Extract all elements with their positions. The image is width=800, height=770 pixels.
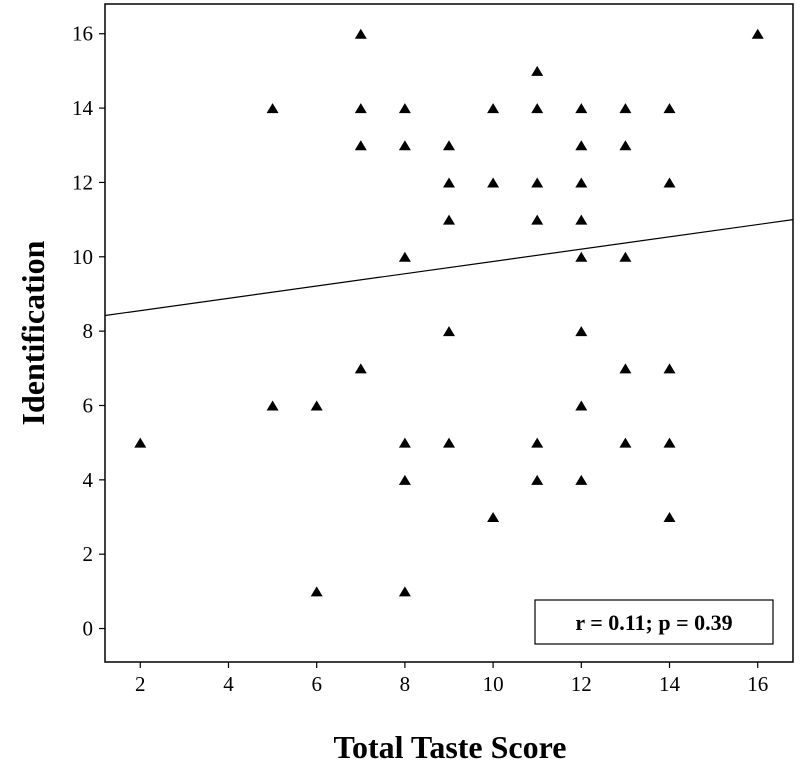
data-point-triangle — [398, 437, 411, 448]
y-tick-label: 10 — [72, 245, 93, 269]
data-point-triangle — [751, 28, 764, 39]
data-point-triangle — [575, 326, 588, 337]
y-tick-label: 8 — [83, 319, 94, 343]
data-point-triangle — [398, 251, 411, 262]
regression-line — [104, 219, 794, 317]
x-axis-title: Total Taste Score — [334, 729, 567, 765]
data-point-triangle — [575, 474, 588, 485]
data-point-triangle — [531, 177, 544, 188]
annotation-text: r = 0.11; p = 0.39 — [575, 610, 732, 635]
data-point-triangle — [443, 437, 455, 448]
data-point-triangle — [354, 363, 367, 374]
y-tick-label: 6 — [83, 393, 94, 417]
data-point-triangle — [663, 512, 676, 523]
data-point-triangle — [487, 177, 500, 188]
data-point-triangle — [619, 103, 632, 114]
data-point-triangle — [663, 363, 676, 374]
data-point-triangle — [398, 103, 411, 114]
x-tick-label: 14 — [659, 672, 681, 696]
stats-annotation: r = 0.11; p = 0.39 — [534, 599, 774, 645]
data-point-triangle — [531, 103, 544, 114]
data-point-triangle — [619, 140, 632, 151]
y-tick-label: 0 — [83, 617, 94, 641]
y-tick-label: 16 — [72, 22, 93, 46]
data-point-triangle — [663, 437, 676, 448]
y-tick-label: 14 — [72, 96, 94, 120]
y-tick-label: 12 — [72, 170, 93, 194]
x-tick-label: 2 — [135, 672, 146, 696]
data-point-triangle — [531, 474, 544, 485]
data-point-triangle — [619, 437, 632, 448]
data-point-triangle — [266, 103, 279, 114]
data-point-triangle — [619, 363, 632, 374]
data-point-triangle — [443, 326, 455, 337]
data-point-triangle — [663, 103, 676, 114]
data-point-triangle — [575, 214, 588, 225]
x-tick-label: 8 — [400, 672, 411, 696]
data-point-triangle — [310, 400, 323, 411]
x-axis: 2 4 6 8 10 12 14 16 — [135, 662, 768, 696]
x-tick-label: 4 — [223, 672, 234, 696]
data-point-triangle — [531, 437, 544, 448]
data-point-triangle — [619, 251, 632, 262]
data-point-triangle — [354, 140, 367, 151]
data-point-triangle — [487, 103, 500, 114]
data-point-triangle — [443, 140, 455, 151]
data-point-triangle — [575, 103, 588, 114]
x-tick-label: 12 — [571, 672, 592, 696]
data-point-triangle — [575, 251, 588, 262]
data-point-triangle — [134, 437, 147, 448]
data-point-triangle — [575, 140, 588, 151]
data-point-triangle — [531, 65, 544, 76]
data-point-triangle — [266, 400, 279, 411]
data-points — [134, 28, 764, 597]
data-point-triangle — [443, 177, 455, 188]
data-point-triangle — [663, 177, 676, 188]
x-tick-label: 10 — [483, 672, 504, 696]
x-tick-label: 16 — [747, 672, 768, 696]
y-axis-title: Identification — [15, 240, 51, 425]
data-point-triangle — [354, 28, 367, 39]
annotation-box — [534, 599, 774, 645]
x-tick-label: 6 — [311, 672, 322, 696]
y-tick-label: 4 — [83, 468, 94, 492]
data-point-triangle — [398, 474, 411, 485]
data-point-triangle — [531, 214, 544, 225]
data-point-triangle — [398, 586, 411, 597]
data-point-triangle — [575, 177, 588, 188]
data-point-triangle — [398, 140, 411, 151]
data-point-triangle — [354, 103, 367, 114]
data-point-triangle — [310, 586, 323, 597]
y-axis: 0 2 4 6 8 10 12 14 16 — [72, 22, 105, 641]
data-point-triangle — [487, 512, 500, 523]
data-point-triangle — [443, 214, 455, 225]
data-point-triangle — [575, 400, 588, 411]
y-tick-label: 2 — [83, 542, 94, 566]
